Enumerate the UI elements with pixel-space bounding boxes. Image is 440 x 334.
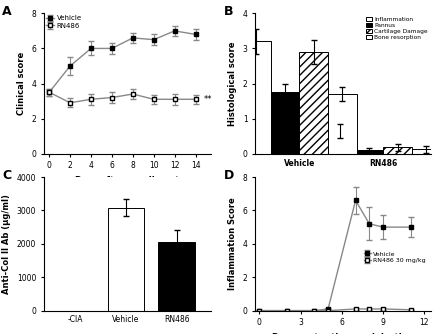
Y-axis label: Clinical score: Clinical score [17, 52, 26, 115]
Bar [271, 92, 299, 154]
Bar [412, 149, 440, 154]
Bar [355, 150, 383, 154]
Text: D: D [224, 169, 234, 182]
Bar [108, 208, 144, 311]
Y-axis label: Anti-Col II Ab (μg/ml): Anti-Col II Ab (μg/ml) [2, 194, 11, 294]
Legend: Vehicle, RN486: Vehicle, RN486 [45, 15, 82, 29]
Legend: Inflammation, Pannus, Cartilage Damage, Bone resorption: Inflammation, Pannus, Cartilage Damage, … [366, 16, 428, 40]
X-axis label: Days after enrollment: Days after enrollment [76, 176, 180, 185]
Text: B: B [224, 5, 233, 18]
Y-axis label: Inflammation Score: Inflammation Score [228, 197, 237, 290]
Bar [158, 242, 195, 311]
Text: **: ** [204, 95, 213, 104]
Bar [328, 94, 356, 154]
Bar [383, 147, 412, 154]
Bar [299, 52, 328, 154]
Text: C: C [2, 169, 11, 182]
Y-axis label: Histological score: Histological score [228, 41, 237, 126]
Bar [326, 131, 355, 154]
Legend: Vehicle, RN486 30 mg/kg: Vehicle, RN486 30 mg/kg [361, 249, 428, 266]
Text: A: A [2, 5, 12, 18]
X-axis label: Days post arthrogen injection: Days post arthrogen injection [272, 333, 414, 334]
Bar [242, 41, 271, 154]
